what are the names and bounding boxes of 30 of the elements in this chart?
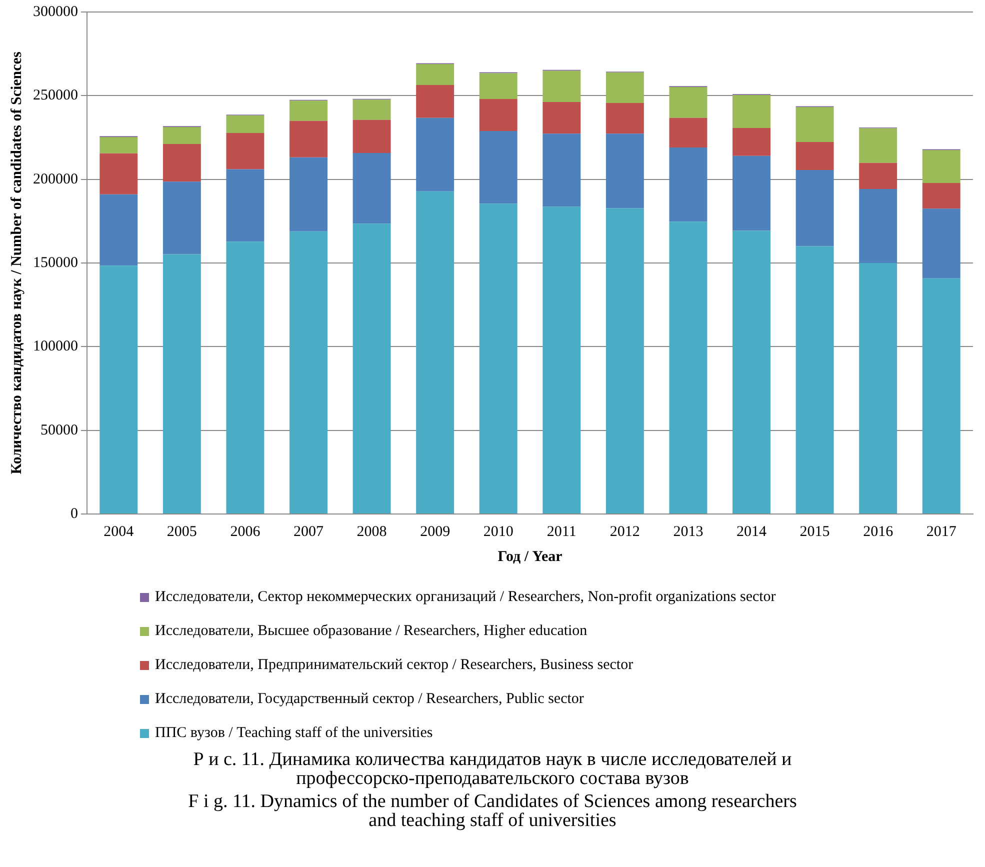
x-tick-label: 2007	[294, 524, 324, 540]
text: Р и с. 11. Динамика количества кандидатов наук в числе исследователей и профессорско-преподавательского состава вузов	[192, 749, 793, 789]
y-tick-label: 100000	[33, 338, 78, 355]
y-tick-label: 50000	[40, 422, 78, 438]
x-tick-label: 2012	[610, 524, 640, 540]
x-tick-label: 2008	[356, 524, 387, 540]
x-tick-label: 2009	[420, 524, 450, 540]
legend-label: Исследователи, Государственный сектор / Researchers, Public sector	[155, 690, 584, 708]
x-tick-label: 2006	[230, 524, 261, 540]
x-axis-title: Год / Year	[498, 548, 563, 565]
legend-label: ППС вузов / Teaching staff of the universities	[155, 724, 433, 742]
y-axis-title: Количество кандидатов наук / Number of candidates of Sciences	[8, 52, 25, 474]
legend-label: Исследователи, Высшее образование / Researchers, Higher education	[155, 622, 588, 640]
x-tick-label: 2005	[166, 524, 197, 540]
y-tick-label: 200000	[33, 171, 78, 188]
x-tick-label: 2004	[104, 524, 134, 540]
x-tick-label: 2013	[673, 524, 704, 540]
x-tick-label: 2011	[546, 524, 576, 540]
x-tick-label: 2010	[483, 524, 514, 540]
y-tick-label: 150000	[33, 254, 78, 271]
x-tick-label: 2015	[800, 524, 830, 540]
y-tick-label: 250000	[33, 88, 78, 104]
y-tick-label: 0	[70, 506, 78, 522]
x-tick-label: 2016	[863, 524, 894, 540]
text: F i g. 11. Dynamics of the number of Candidates of Sciences among researchers and teaching staff of universities	[187, 791, 798, 831]
x-tick-label: 2014	[736, 524, 767, 540]
x-tick-label: 2017	[926, 524, 957, 540]
legend-label: Исследователи, Сектор некоммерческих организаций / Researchers, Non-profit organizations sector	[155, 588, 776, 606]
y-tick-label: 300000	[33, 4, 78, 20]
legend-label: Исследователи, Предпринимательский сектор / Researchers, Business sector	[155, 656, 634, 674]
